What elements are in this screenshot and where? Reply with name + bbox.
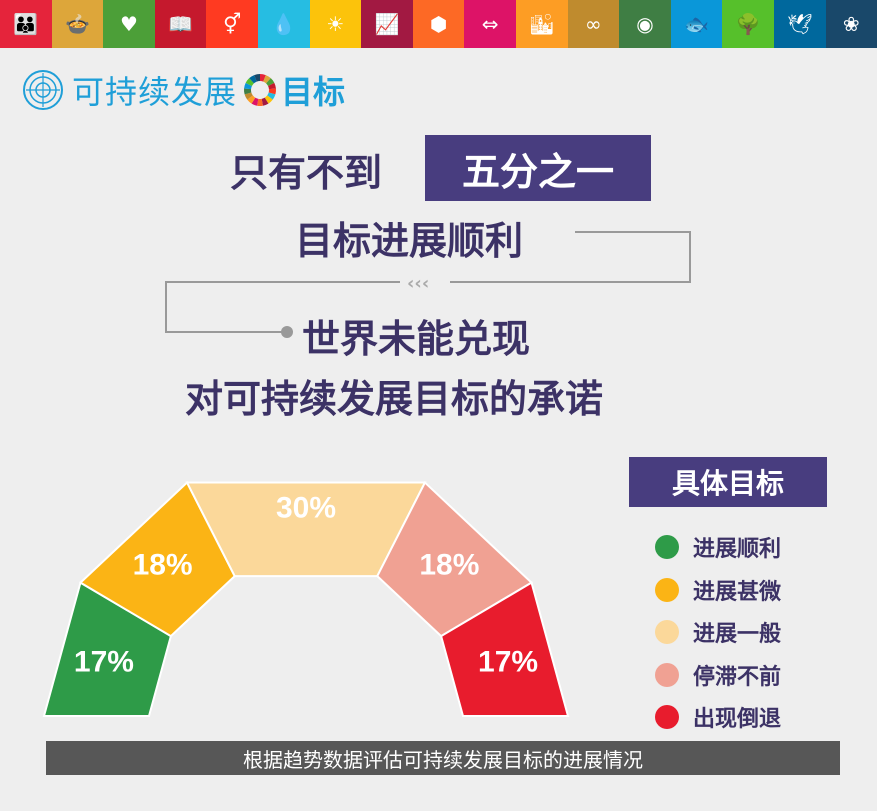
cubes-icon: ⬢ xyxy=(412,0,465,48)
wheel-segment xyxy=(251,97,259,106)
connector-lower-bracket xyxy=(165,281,400,333)
chart-segment-5 xyxy=(439,581,570,717)
tree-icon: 🌳 xyxy=(722,0,774,48)
legend-title: 具体目标 xyxy=(629,457,827,507)
wheel-segment xyxy=(261,97,269,106)
legend-swatch xyxy=(655,535,679,560)
sun-icon: ☀ xyxy=(309,0,362,48)
wheel-segment xyxy=(267,92,276,100)
sdg-icon-bar: 👪 🍲 ♥ 📖 ⚥ 💧 ☀ 📈 ⬢ ⇔ 🏙 ∞ ◉ 🐟 🌳 🕊 ❀ xyxy=(0,0,877,48)
headline-line2: 目标进展顺利 xyxy=(295,219,524,263)
connector-chevrons: ‹‹‹ xyxy=(407,273,429,294)
footer-caption: 根据趋势数据评估可持续发展目标的进展情况 xyxy=(46,741,840,775)
legend-item: 进展一般 xyxy=(655,611,781,654)
brand-title-left: 可持续发展 xyxy=(72,73,238,111)
fish-icon: 🐟 xyxy=(670,0,723,48)
equality-icon: ⇔ xyxy=(464,0,516,48)
legend-swatch xyxy=(655,662,679,687)
eye-globe-icon: ◉ xyxy=(619,0,671,48)
wheel-segment xyxy=(263,75,271,84)
wheel-segment xyxy=(257,98,263,106)
family-icon: 👪 xyxy=(0,0,52,48)
legend-item: 出现倒退 xyxy=(655,696,781,739)
flower-icon: ❀ xyxy=(825,0,877,48)
brand-title-right: 目标 xyxy=(281,73,346,111)
dove-icon: 🕊 xyxy=(773,0,826,48)
legend-label: 进展顺利 xyxy=(693,537,782,563)
legend-swatch xyxy=(655,577,679,602)
heartbeat-icon: ♥ xyxy=(103,0,155,48)
chart-segment-label-5: 17% xyxy=(478,646,538,679)
legend-swatch xyxy=(655,620,679,645)
book-icon: 📖 xyxy=(154,0,207,48)
legend-label: 停滞不前 xyxy=(693,664,782,690)
sdg-brand: 可持续发展 目标 xyxy=(22,68,345,112)
wheel-segment xyxy=(264,95,273,104)
wheel-segment xyxy=(266,78,275,86)
water-drop-icon: 💧 xyxy=(257,0,310,48)
legend-swatch xyxy=(655,705,679,730)
headline-line4: 对可持续发展目标的承诺 xyxy=(185,377,604,421)
wheel-segment xyxy=(245,78,254,86)
city-icon: 🏙 xyxy=(515,0,568,48)
wheel-segment xyxy=(249,75,257,84)
legend-item: 进展甚微 xyxy=(655,569,781,612)
chart-segment-label-3: 30% xyxy=(276,492,336,525)
connector-upper-bracket xyxy=(450,231,691,283)
sdg-color-wheel-icon xyxy=(244,74,277,106)
wheel-segment xyxy=(254,74,261,82)
wheel-segment xyxy=(247,95,256,104)
wheel-segment xyxy=(244,82,252,90)
legend-label: 出现倒退 xyxy=(693,707,782,733)
headline-line1-prefix: 只有不到 xyxy=(230,151,383,195)
chart-segment-label-4: 18% xyxy=(419,548,479,581)
legend-label: 进展一般 xyxy=(693,622,782,648)
legend-item: 停滞不前 xyxy=(655,654,781,697)
wheel-segment xyxy=(244,92,253,100)
headline-line3: 世界未能兑现 xyxy=(302,317,531,361)
headline-highlight-box: 五分之一 xyxy=(425,135,651,201)
un-emblem-icon xyxy=(23,70,63,110)
gender-icon: ⚥ xyxy=(206,0,258,48)
chart-legend: 进展顺利进展甚微进展一般停滞不前出现倒退 xyxy=(655,526,781,739)
connector-dot xyxy=(281,326,293,338)
wheel-segment xyxy=(268,88,277,95)
chart-segment-label-1: 17% xyxy=(74,646,134,679)
legend-label: 进展甚微 xyxy=(693,579,782,605)
growth-chart-icon: 📈 xyxy=(361,0,413,48)
wheel-segment xyxy=(268,82,276,90)
bowl-icon: 🍲 xyxy=(51,0,104,48)
wheel-segment xyxy=(260,74,266,82)
legend-item: 进展顺利 xyxy=(655,526,781,569)
chart-segment-label-2: 18% xyxy=(133,548,193,581)
infinity-icon: ∞ xyxy=(567,0,620,48)
wheel-segment xyxy=(244,88,252,95)
